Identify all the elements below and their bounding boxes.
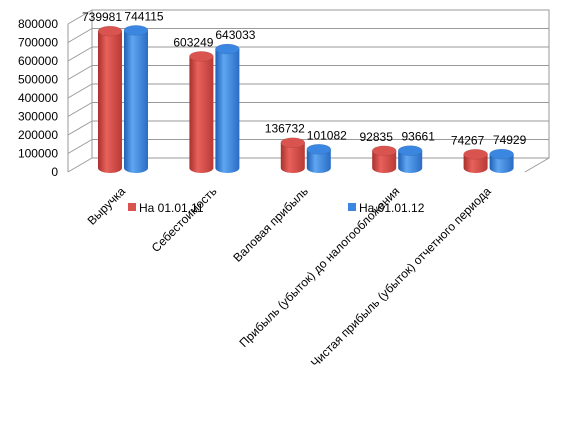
bar-top	[123, 25, 149, 36]
bar-body	[98, 31, 122, 173]
bar	[489, 148, 514, 173]
bar-body	[189, 56, 214, 174]
bar-top	[189, 51, 214, 62]
bar-body	[215, 49, 240, 174]
y-tick-label: 100000	[18, 147, 58, 161]
data-label: 643033	[215, 28, 255, 42]
bar-body	[124, 30, 148, 173]
bar	[397, 145, 423, 174]
bar	[280, 137, 306, 174]
data-label: 92835	[360, 130, 394, 144]
y-tick-label: 500000	[18, 73, 58, 87]
gridline-depth	[67, 65, 93, 80]
data-label: 93661	[402, 130, 436, 144]
bar-top	[215, 43, 240, 55]
bar-body	[372, 150, 397, 174]
gridline-depth	[67, 83, 93, 99]
bar	[215, 43, 240, 174]
gridline-depth	[67, 46, 93, 62]
bar-top	[397, 145, 423, 156]
bar-top	[463, 149, 488, 160]
bar-body	[489, 154, 514, 173]
y-tick-label: 700000	[18, 36, 58, 50]
chart-axes: 0 100000 200000 300000 400000 500000 600000 700…	[18, 9, 550, 179]
data-label: 603249	[173, 35, 213, 49]
gridline-depth	[67, 9, 93, 25]
y-tick-label: 200000	[18, 128, 58, 142]
bar-top	[371, 145, 397, 157]
bar-top	[489, 148, 514, 160]
chart-legend: На 01.01.11 На 01.01.12	[128, 201, 425, 215]
legend-swatch	[128, 203, 136, 211]
bar-top	[306, 144, 332, 155]
data-label: 136732	[265, 122, 305, 136]
gridline-depth	[67, 102, 93, 117]
floor-edge	[524, 157, 550, 173]
bar	[463, 149, 488, 174]
y-tick-label: 600000	[18, 54, 58, 68]
y-tick-label: 400000	[18, 91, 58, 105]
data-label: 739981	[82, 10, 122, 24]
data-label: 101082	[307, 128, 347, 142]
data-label: 74267	[451, 133, 485, 147]
data-label: 74929	[493, 133, 527, 147]
bar	[189, 51, 214, 174]
bar-body	[463, 154, 488, 174]
chart-bars	[97, 25, 514, 174]
data-label: 744115	[124, 9, 163, 23]
bar-body	[280, 142, 305, 174]
y-tick-label: 0	[51, 165, 58, 179]
legend-label: На 01.01.12	[359, 201, 425, 215]
bar-top	[280, 137, 306, 148]
legend-swatch	[348, 203, 356, 211]
y-tick-label: 800000	[18, 17, 58, 31]
legend-label: На 01.01.11	[139, 201, 204, 215]
bar-top	[97, 25, 123, 37]
x-tick-label: Валовая прибыль	[230, 184, 311, 265]
bar	[97, 25, 123, 173]
gridline-depth	[67, 28, 93, 43]
bar-body	[306, 149, 331, 174]
bar-body	[398, 150, 423, 174]
gridline-depth	[67, 139, 93, 154]
x-tick-label: Себестоимость	[149, 184, 220, 255]
gridline-depth	[67, 120, 93, 136]
gridline-depth	[67, 157, 93, 173]
y-tick-label: 300000	[18, 110, 58, 124]
x-tick-label: Выручка	[85, 184, 129, 228]
bar	[371, 145, 397, 174]
bar	[123, 25, 149, 173]
bar	[306, 144, 332, 174]
